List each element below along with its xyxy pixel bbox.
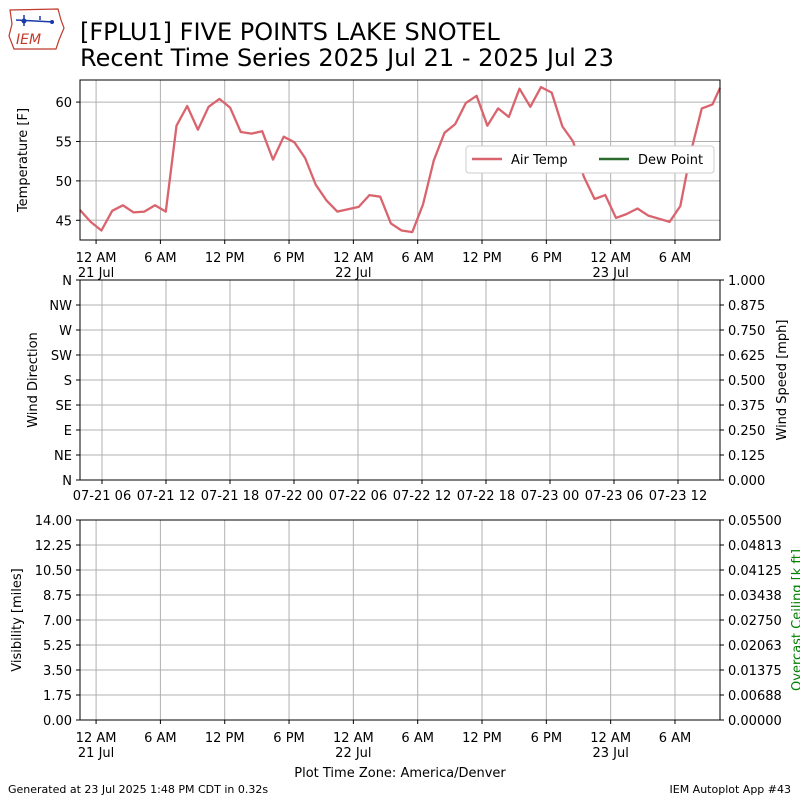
temp-x-tick-label: 6 AM xyxy=(144,251,177,266)
visibility-tick-label: 10.50 xyxy=(35,564,72,579)
vis-x-tick-label: 6 PM xyxy=(531,731,562,746)
vis-x-tick-label: 6 AM xyxy=(144,731,177,746)
wind-speed-tick-label: 0.625 xyxy=(728,349,765,364)
temp-y-tick-label: 55 xyxy=(55,135,72,150)
iem-logo[interactable]: IEM xyxy=(6,6,66,52)
wind-x-tick-label: 07-22 18 xyxy=(457,489,515,504)
temp-y-tick-label: 45 xyxy=(55,214,72,229)
wind-x-tick-label: 07-21 18 xyxy=(201,489,259,504)
wind-direction-tick-label: NE xyxy=(54,449,72,464)
wind-x-tick-label: 07-23 00 xyxy=(521,489,579,504)
air-temp-line xyxy=(79,85,722,234)
vis-x-tick-label: 12 AM xyxy=(333,731,374,746)
vis-plot-frame xyxy=(79,519,721,721)
temp-x-tick-label: 6 AM xyxy=(659,251,692,266)
legend-box xyxy=(465,145,715,174)
ceiling-tick-label: 0.03438 xyxy=(728,589,782,604)
vis-x-tick-label: 12 PM xyxy=(462,731,502,746)
chart-title: [FPLU1] FIVE POINTS LAKE SNOTEL xyxy=(80,18,500,46)
ceiling-tick-label: 0.04813 xyxy=(728,539,782,554)
wind-direction-tick-label: N xyxy=(62,474,72,489)
temp-x-tick-label: 12 AM xyxy=(333,251,374,266)
visibility-tick-label: 5.25 xyxy=(43,639,72,654)
wind-plot-frame xyxy=(79,279,721,481)
vis-x-date-label: 22 Jul xyxy=(335,746,371,761)
ceiling-tick-label: 0.04125 xyxy=(728,564,782,579)
ceiling-tick-label: 0.05500 xyxy=(728,514,782,529)
temp-y-tick-label: 60 xyxy=(55,96,72,111)
wind-speed-tick-label: 0.000 xyxy=(728,474,765,489)
wind-direction-axis-label: Wind Direction xyxy=(26,332,41,428)
temp-y-tick-label: 50 xyxy=(55,175,72,190)
ceiling-axis-label: Overcast Ceiling [k ft] xyxy=(790,549,800,691)
temp-x-tick-label: 6 PM xyxy=(273,251,304,266)
temp-x-tick-label: 6 AM xyxy=(401,251,434,266)
generated-text: Generated at 23 Jul 2025 1:48 PM CDT in … xyxy=(8,783,269,796)
visibility-tick-label: 8.75 xyxy=(43,589,72,604)
wind-speed-tick-label: 0.750 xyxy=(728,324,765,339)
wind-x-tick-label: 07-22 00 xyxy=(265,489,323,504)
visibility-tick-label: 12.25 xyxy=(35,539,72,554)
wind-speed-tick-label: 0.125 xyxy=(728,449,765,464)
temp-x-tick-label: 6 PM xyxy=(531,251,562,266)
vis-x-tick-label: 6 PM xyxy=(273,731,304,746)
temp-x-tick-label: 12 PM xyxy=(462,251,502,266)
temp-x-date-label: 22 Jul xyxy=(335,266,371,281)
wind-direction-tick-label: S xyxy=(64,374,72,389)
ceiling-tick-label: 0.00688 xyxy=(728,689,782,704)
wind-x-tick-label: 07-21 06 xyxy=(73,489,131,504)
vis-x-tick-label: 6 AM xyxy=(659,731,692,746)
wind-x-tick-label: 07-21 12 xyxy=(137,489,195,504)
temp-x-tick-label: 12 AM xyxy=(76,251,117,266)
ceiling-tick-label: 0.02750 xyxy=(728,614,782,629)
vis-x-date-label: 21 Jul xyxy=(78,746,114,761)
vis-x-tick-label: 12 PM xyxy=(205,731,245,746)
temp-plot-frame xyxy=(79,79,721,241)
wind-x-tick-label: 07-22 06 xyxy=(329,489,387,504)
legend-air-temp-label: Air Temp xyxy=(511,153,568,168)
wind-direction-tick-label: SE xyxy=(56,399,72,414)
legend-dew-point-label: Dew Point xyxy=(638,153,703,168)
wind-speed-tick-label: 0.875 xyxy=(728,299,765,314)
wind-direction-tick-label: N xyxy=(62,274,72,289)
wind-speed-tick-label: 0.375 xyxy=(728,399,765,414)
vis-x-date-label: 23 Jul xyxy=(592,746,628,761)
iowa-map-icon: IEM xyxy=(8,8,65,50)
visibility-axis-label: Visibility [miles] xyxy=(10,568,25,671)
wind-speed-tick-label: 0.250 xyxy=(728,424,765,439)
wind-direction-tick-label: E xyxy=(64,424,72,439)
visibility-tick-label: 3.50 xyxy=(43,664,72,679)
visibility-tick-label: 7.00 xyxy=(43,614,72,629)
app-label: IEM Autoplot App #43 xyxy=(669,783,792,796)
vis-x-tick-label: 12 AM xyxy=(590,731,631,746)
visibility-tick-label: 14.00 xyxy=(35,514,72,529)
wind-direction-tick-label: W xyxy=(59,324,72,339)
temp-x-tick-label: 12 PM xyxy=(205,251,245,266)
visibility-tick-label: 1.75 xyxy=(43,689,72,704)
visibility-tick-label: 0.00 xyxy=(43,714,72,729)
ceiling-tick-label: 0.01375 xyxy=(728,664,782,679)
wind-x-tick-label: 07-23 12 xyxy=(649,489,707,504)
timezone-label: Plot Time Zone: America/Denver xyxy=(294,766,506,781)
wind-speed-tick-label: 0.500 xyxy=(728,374,765,389)
temp-y-axis-label: Temperature [F] xyxy=(16,108,31,213)
wind-speed-tick-label: 1.000 xyxy=(728,274,765,289)
ceiling-tick-label: 0.02063 xyxy=(728,639,782,654)
wind-x-tick-label: 07-22 12 xyxy=(393,489,451,504)
wind-direction-tick-label: NW xyxy=(49,299,72,314)
chart-subtitle: Recent Time Series 2025 Jul 21 - 2025 Ju… xyxy=(80,44,614,72)
temp-x-tick-label: 12 AM xyxy=(590,251,631,266)
temp-x-date-label: 23 Jul xyxy=(592,266,628,281)
vis-x-tick-label: 6 AM xyxy=(401,731,434,746)
temp-x-date-label: 21 Jul xyxy=(78,266,114,281)
wind-speed-axis-label: Wind Speed [mph] xyxy=(775,320,790,441)
logo-text: IEM xyxy=(16,32,41,48)
wind-direction-tick-label: SW xyxy=(51,349,72,364)
wind-x-tick-label: 07-23 06 xyxy=(585,489,643,504)
ceiling-tick-label: 0.00000 xyxy=(728,714,782,729)
vis-x-tick-label: 12 AM xyxy=(76,731,117,746)
